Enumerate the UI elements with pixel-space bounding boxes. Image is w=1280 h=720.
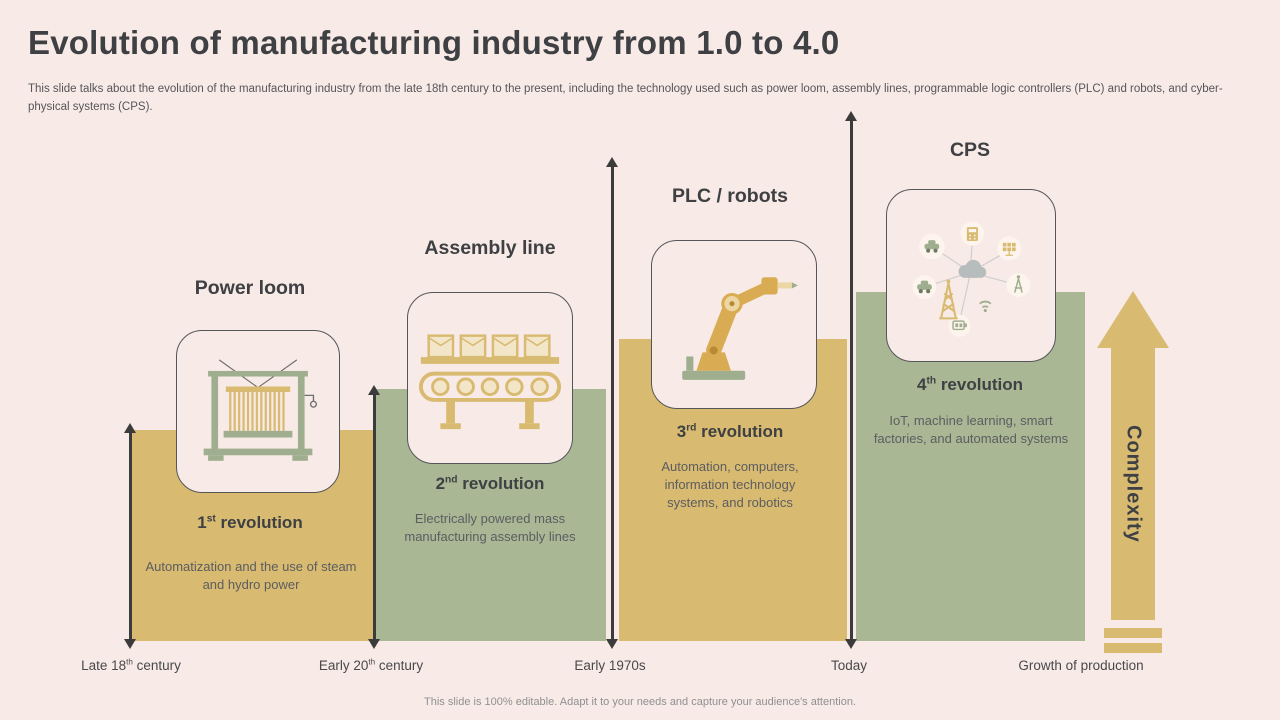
stage-4-icon-card: [886, 189, 1056, 362]
arrow-up-icon: [124, 423, 136, 433]
arrow-line: [610, 165, 614, 641]
arrow-down-icon: [368, 639, 380, 649]
complexity-arrow-head-icon: [1097, 291, 1169, 348]
revolution-ordinal: nd: [445, 474, 458, 486]
complexity-arrow-base-bar-2: [1104, 643, 1162, 653]
stage-2-revolution-label: 2nd revolution: [380, 474, 600, 494]
stage-4-revolution-label: 4th revolution: [860, 375, 1080, 395]
assembly-line-icon: [418, 334, 562, 430]
revolution-number: 1: [197, 513, 207, 532]
arrow-down-icon: [124, 639, 136, 649]
stage-2-icon-card: [407, 292, 573, 464]
robot-arm-icon: [682, 276, 798, 380]
stage-1-tech-label: Power loom: [194, 277, 306, 299]
revolution-word: revolution: [457, 474, 545, 493]
stage-divider-arrow-3: [605, 157, 619, 649]
revolution-number: 3: [676, 422, 687, 441]
stage-4-tech-label: CPS: [949, 139, 991, 161]
stage-divider-arrow-1: [123, 423, 137, 649]
complexity-arrow-base-bar-1: [1104, 628, 1162, 638]
stage-3-tech-label: PLC / robots: [672, 185, 788, 207]
stage-1-revolution-label: 1st revolution: [140, 513, 360, 533]
timeline-label-early-20th-century: Early 20th century: [318, 657, 424, 673]
power-loom-icon: [203, 358, 318, 461]
slide-description: This slide talks about the evolution of …: [28, 83, 1223, 113]
arrow-line: [372, 393, 376, 641]
revolution-ordinal: st: [206, 513, 216, 525]
revolution-ordinal: rd: [686, 422, 697, 434]
stage-2-description: Electrically powered mass manufacturing …: [404, 511, 576, 544]
arrow-up-icon: [368, 385, 380, 395]
stage-1-icon-card: [176, 330, 340, 493]
stage-2-tech-label: Assembly line: [424, 237, 556, 259]
complexity-label: Complexity: [1122, 424, 1145, 543]
revolution-word: revolution: [215, 513, 303, 532]
timeline-label-early-1970s: Early 1970s: [574, 658, 646, 673]
arrow-up-icon: [845, 111, 857, 121]
arrow-up-icon: [606, 157, 618, 167]
complexity-arrow: Complexity: [1111, 347, 1155, 620]
stage-divider-arrow-4: [844, 111, 858, 649]
arrow-down-icon: [606, 639, 618, 649]
cps-network-icon: [912, 221, 1031, 337]
revolution-number: 4: [917, 375, 927, 394]
stage-divider-arrow-2: [367, 385, 381, 649]
timeline-label-growth-of-production: Growth of production: [1018, 658, 1144, 673]
revolution-number: 2: [435, 474, 446, 493]
stage-3-icon-card: [651, 240, 817, 409]
page-title: Evolution of manufacturing industry from…: [28, 24, 840, 61]
arrow-line: [849, 119, 853, 641]
revolution-ordinal: th: [926, 375, 937, 387]
arrow-line: [128, 431, 132, 641]
arrow-down-icon: [845, 639, 857, 649]
stage-3-description: Automation, computers, information techn…: [661, 459, 799, 510]
stage-4-description: IoT, machine learning, smart factories, …: [873, 413, 1069, 446]
stage-1-description: Automatization and the use of steam and …: [145, 559, 357, 592]
revolution-word: revolution: [936, 375, 1023, 394]
revolution-word: revolution: [696, 422, 784, 441]
footer-note: This slide is 100% editable. Adapt it to…: [424, 696, 856, 708]
stage-3-revolution-label: 3rd revolution: [620, 422, 840, 442]
timeline-label-late-18th-century: Late 18th century: [81, 657, 181, 673]
timeline-label-today: Today: [830, 658, 868, 673]
